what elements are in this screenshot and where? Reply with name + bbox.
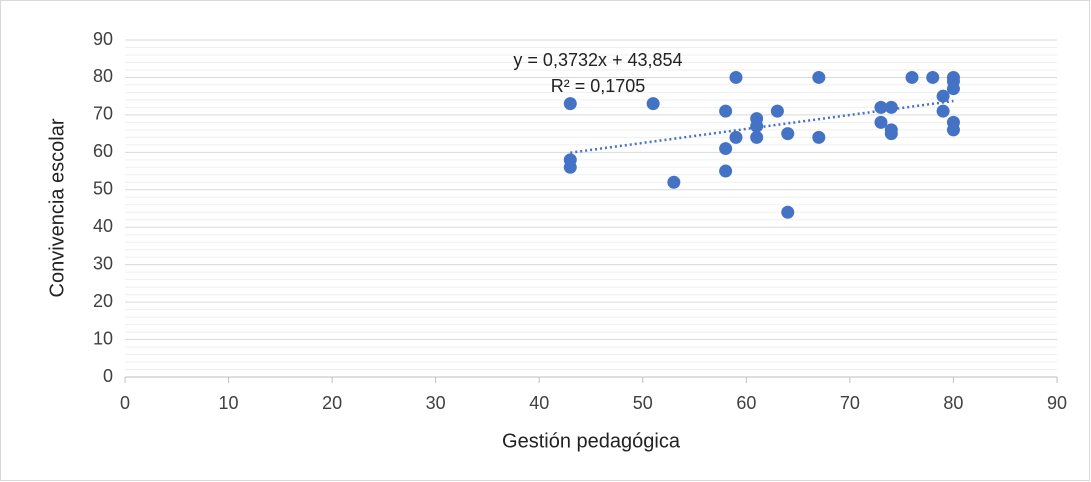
x-tick-label: 50	[633, 393, 653, 413]
y-tick-label: 20	[93, 291, 113, 311]
x-tick-label: 10	[219, 393, 239, 413]
x-tick-label: 80	[943, 393, 963, 413]
point	[781, 127, 795, 141]
point	[729, 70, 743, 84]
trendline-r2: R² = 0,1705	[551, 76, 646, 96]
point	[750, 119, 764, 133]
point	[781, 205, 795, 219]
point	[750, 130, 764, 144]
point	[563, 160, 577, 174]
point	[884, 127, 898, 141]
point	[719, 142, 733, 156]
x-tick-label: 40	[529, 393, 549, 413]
x-axis-title: Gestión pedagógica	[502, 430, 681, 452]
y-tick-label: 50	[93, 179, 113, 199]
point	[667, 175, 681, 189]
point	[874, 115, 888, 129]
point	[729, 130, 743, 144]
point	[719, 164, 733, 178]
y-tick-label: 70	[93, 104, 113, 124]
x-tick-label: 30	[426, 393, 446, 413]
x-tick-label: 70	[840, 393, 860, 413]
trendline-equation: y = 0,3732x + 43,854	[513, 50, 682, 70]
y-tick-label: 90	[93, 29, 113, 49]
point	[646, 97, 660, 111]
point	[926, 70, 940, 84]
point	[936, 104, 950, 118]
point	[812, 70, 826, 84]
point	[874, 100, 888, 114]
x-tick-label: 90	[1047, 393, 1067, 413]
point	[812, 130, 826, 144]
point	[563, 97, 577, 111]
y-axis-title: Convivencia escolar	[46, 118, 68, 297]
point	[770, 104, 784, 118]
x-tick-label: 0	[120, 393, 130, 413]
point	[884, 100, 898, 114]
y-tick-label: 10	[93, 328, 113, 348]
y-tick-label: 60	[93, 141, 113, 161]
point	[905, 70, 919, 84]
point	[936, 89, 950, 103]
point	[719, 104, 733, 118]
y-tick-label: 30	[93, 253, 113, 273]
point	[946, 82, 960, 96]
y-tick-label: 80	[93, 66, 113, 86]
y-tick-label: 0	[103, 366, 113, 386]
x-tick-label: 20	[322, 393, 342, 413]
x-tick-label: 60	[736, 393, 756, 413]
y-tick-label: 40	[93, 216, 113, 236]
point	[946, 123, 960, 137]
